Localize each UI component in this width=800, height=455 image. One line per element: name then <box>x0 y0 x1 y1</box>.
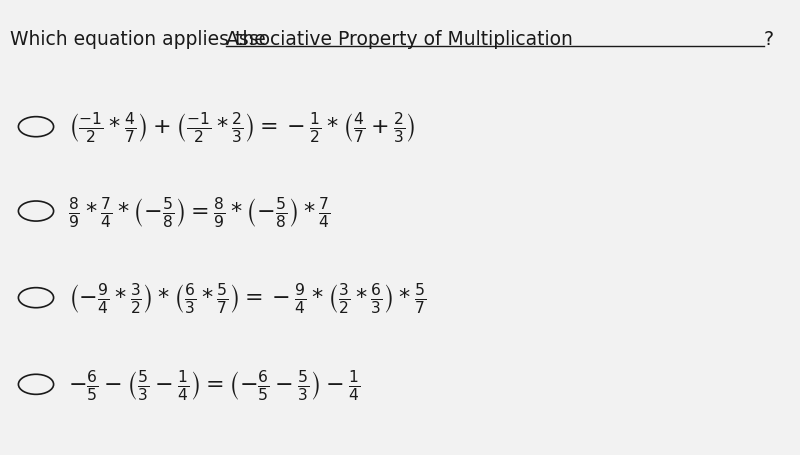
Text: $-\frac{6}{5} - \left(\frac{5}{3} - \frac{1}{4}\right) = \left(-\frac{6}{5} - \f: $-\frac{6}{5} - \left(\frac{5}{3} - \fra… <box>68 367 361 402</box>
Text: $\left(\frac{-1}{2} * \frac{4}{7}\right) + \left(\frac{-1}{2} * \frac{2}{3}\righ: $\left(\frac{-1}{2} * \frac{4}{7}\right)… <box>68 110 415 145</box>
Text: $\frac{8}{9} * \frac{7}{4} * \left(-\frac{5}{8}\right) = \frac{8}{9} * \left(-\f: $\frac{8}{9} * \frac{7}{4} * \left(-\fra… <box>68 194 330 229</box>
Text: Which equation applies the: Which equation applies the <box>10 30 271 49</box>
Text: Associative Property of Multiplication: Associative Property of Multiplication <box>226 30 574 49</box>
Text: $\left(-\frac{9}{4} * \frac{3}{2}\right) * \left(\frac{6}{3} * \frac{5}{7}\right: $\left(-\frac{9}{4} * \frac{3}{2}\right)… <box>68 281 426 315</box>
Text: ?: ? <box>764 30 774 49</box>
